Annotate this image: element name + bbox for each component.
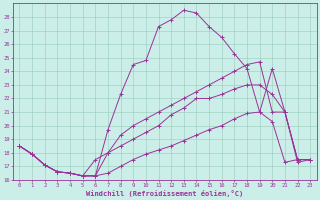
X-axis label: Windchill (Refroidissement éolien,°C): Windchill (Refroidissement éolien,°C) — [86, 190, 244, 197]
